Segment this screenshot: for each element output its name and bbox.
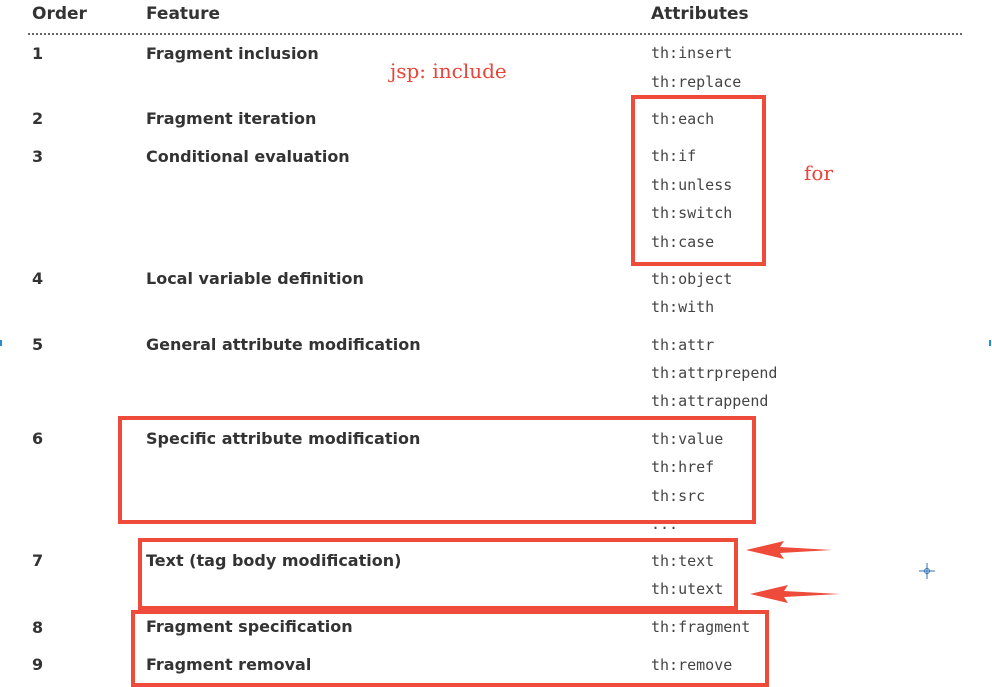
highlight-box-text — [138, 538, 738, 610]
row-7-order: 7 — [32, 551, 44, 570]
row-3-feature: Conditional evaluation — [146, 147, 350, 166]
header-divider — [28, 33, 962, 35]
row-2-order: 2 — [32, 109, 44, 128]
row-3-attr-1: th:if — [651, 147, 697, 165]
row-1-attr-1: th:insert — [651, 44, 733, 62]
crosshair-cursor-icon — [919, 563, 935, 579]
highlight-box-fragment — [131, 610, 769, 687]
row-7-attr-2: th:utext — [651, 580, 724, 598]
header-feature: Feature — [146, 4, 221, 24]
highlight-box-specific-attribute — [118, 416, 756, 524]
annotation-for: for — [804, 161, 834, 185]
header-attributes: Attributes — [651, 4, 749, 24]
row-9-feature: Fragment removal — [146, 655, 312, 674]
row-3-attr-4: th:case — [651, 233, 715, 251]
row-1-feature: Fragment inclusion — [146, 44, 319, 63]
row-8-order: 8 — [32, 618, 44, 637]
row-6-attr-2: th:href — [651, 458, 715, 476]
row-6-order: 6 — [32, 429, 44, 448]
row-5-attr-1: th:attr — [651, 336, 715, 354]
row-5-feature: General attribute modification — [146, 335, 421, 354]
row-5-attr-3: th:attrappend — [651, 392, 769, 410]
annotation-jsp-include: jsp: include — [390, 59, 507, 83]
row-5-attr-2: th:attrprepend — [651, 364, 778, 382]
row-3-attr-2: th:unless — [651, 176, 733, 194]
row-8-attr-1: th:fragment — [651, 618, 751, 636]
row-7-attr-1: th:text — [651, 552, 715, 570]
arrow-left-icon — [750, 585, 840, 603]
row-6-attr-4: ... — [651, 515, 679, 533]
row-4-order: 4 — [32, 269, 44, 288]
row-4-feature: Local variable definition — [146, 269, 364, 288]
row-6-attr-3: th:src — [651, 487, 706, 505]
row-5-order: 5 — [32, 335, 44, 354]
arrow-left-icon — [746, 541, 832, 559]
header-order: Order — [32, 4, 87, 24]
row-2-attr-1: th:each — [651, 110, 715, 128]
row-4-attr-2: th:with — [651, 298, 715, 316]
row-9-order: 9 — [32, 655, 44, 674]
row-6-attr-1: th:value — [651, 430, 724, 448]
row-4-attr-1: th:object — [651, 270, 733, 288]
row-2-feature: Fragment iteration — [146, 109, 317, 128]
row-8-feature: Fragment specification — [146, 617, 353, 636]
left-edge-handle — [0, 340, 2, 346]
row-3-attr-3: th:switch — [651, 204, 733, 222]
row-7-feature: Text (tag body modification) — [146, 551, 402, 570]
row-1-attr-2: th:replace — [651, 73, 742, 91]
highlight-box-iteration-conditional — [631, 95, 766, 266]
row-3-order: 3 — [32, 147, 44, 166]
right-edge-handle — [989, 340, 991, 346]
row-6-feature: Specific attribute modification — [146, 429, 421, 448]
row-1-order: 1 — [32, 44, 44, 63]
row-9-attr-1: th:remove — [651, 656, 733, 674]
